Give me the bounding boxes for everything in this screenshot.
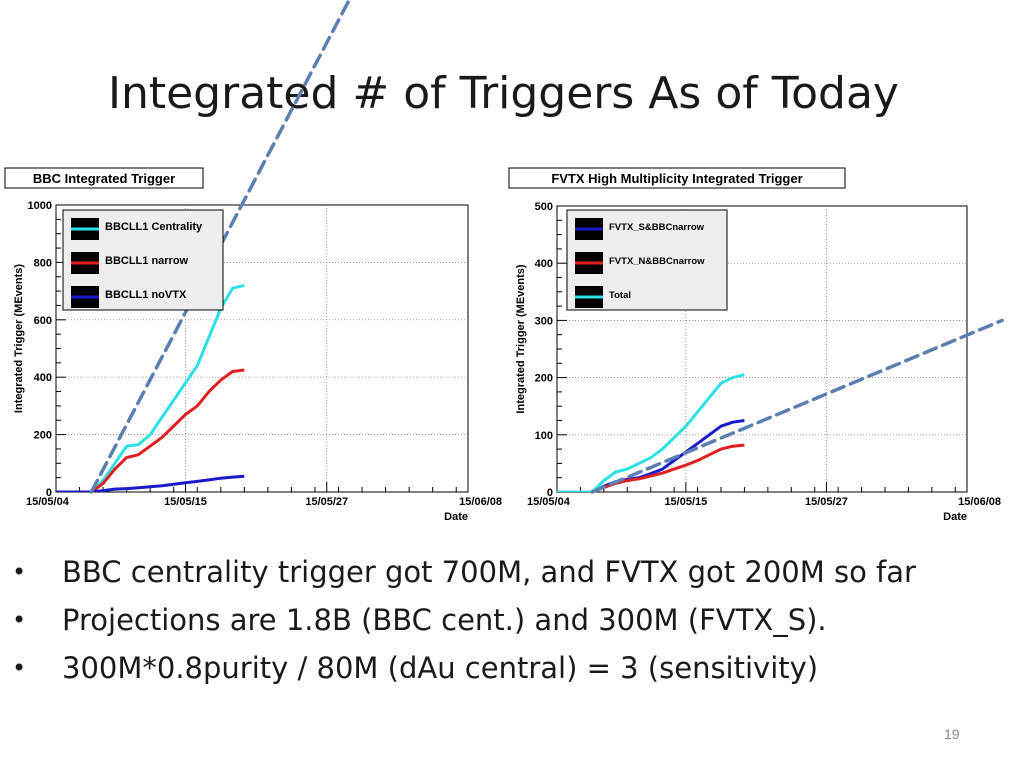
chart-title: FVTX High Multiplicity Integrated Trigge… — [551, 171, 802, 186]
legend-label: BBCLL1 Centrality — [105, 221, 203, 233]
y-tick-label: 500 — [535, 201, 553, 213]
projection-line — [590, 318, 1004, 494]
y-tick-label: 400 — [535, 258, 553, 270]
y-tick-label: 200 — [34, 430, 52, 442]
x-axis-label: Date — [444, 511, 468, 523]
legend-label: FVTX_S&BBCnarrow — [609, 222, 705, 233]
bullet-item: • Projections are 1.8B (BBC cent.) and 30… — [12, 596, 916, 644]
x-tick-label: 15/05/04 — [26, 496, 70, 508]
bullet-text: 300M*0.8purity / 80M (dAu central) = 3 (… — [62, 651, 819, 685]
y-tick-label: 800 — [34, 257, 52, 269]
fvtx-integrated-trigger-chart: FVTX High Multiplicity Integrated Trigge… — [508, 167, 1004, 523]
bbc-integrated-trigger-chart: BBC Integrated Trigger 0 200 400 600 800 1000 1… — [4, 0, 502, 523]
legend-label: BBCLL1 noVTX — [105, 289, 187, 301]
bullet-list: • BBC centrality trigger got 700M, and FV… — [12, 548, 916, 692]
bullet-dot-icon: • — [12, 558, 27, 586]
legend-label: Total — [609, 290, 631, 301]
legend-label: FVTX_N&BBCnarrow — [609, 256, 705, 267]
projection-line — [89, 0, 352, 494]
x-tick-label: 15/05/27 — [805, 496, 848, 508]
bullet-dot-icon: • — [12, 654, 27, 682]
y-tick-label: 300 — [535, 315, 553, 327]
y-tick-label: 600 — [34, 315, 52, 327]
series-line — [557, 443, 745, 492]
bullet-text: BBC centrality trigger got 700M, and FVT… — [62, 555, 916, 589]
y-tick-label: 200 — [535, 373, 553, 385]
bullet-item: • 300M*0.8purity / 80M (dAu central) = 3 … — [12, 644, 916, 692]
y-axis-label: Integrated Trigger (MEvents) — [515, 264, 527, 413]
page-number: 19 — [944, 726, 960, 742]
bullet-dot-icon: • — [12, 606, 27, 634]
y-tick-label: 0 — [46, 487, 52, 499]
series-line — [557, 373, 745, 492]
y-tick-label: 0 — [547, 487, 553, 499]
y-tick-label: 100 — [535, 430, 553, 442]
slide-title: Integrated # of Triggers As of Today — [108, 68, 899, 119]
x-tick-label: 15/05/27 — [305, 496, 348, 508]
series-line — [56, 283, 245, 492]
chart-title-box — [4, 167, 204, 189]
y-axis-label: Integrated Trigger (MEvents) — [13, 264, 25, 413]
x-tick-label: 15/05/04 — [527, 496, 571, 508]
y-tick-label: 1000 — [28, 200, 52, 212]
series-line — [56, 368, 245, 492]
chart-title-box — [508, 167, 846, 189]
series-group — [557, 373, 745, 492]
bullet-text: Projections are 1.8B (BBC cent.) and 300… — [62, 603, 827, 637]
x-axis-label: Date — [943, 511, 967, 523]
x-tick-label: 15/05/15 — [164, 496, 207, 508]
bullet-item: • BBC centrality trigger got 700M, and FV… — [12, 548, 916, 596]
y-tick-label: 400 — [34, 372, 52, 384]
series-group — [56, 283, 245, 492]
legend-label: BBCLL1 narrow — [105, 255, 189, 267]
x-tick-label: 15/06/08 — [459, 496, 502, 508]
chart-title: BBC Integrated Trigger — [33, 171, 175, 186]
x-tick-label: 15/06/08 — [958, 496, 1001, 508]
series-line — [56, 474, 245, 492]
x-tick-label: 15/05/15 — [664, 496, 707, 508]
